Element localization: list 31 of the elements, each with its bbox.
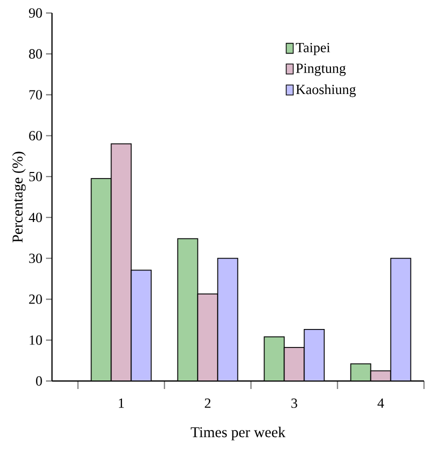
- bar: [350, 363, 372, 381]
- y-tick-label: 50: [29, 172, 42, 182]
- y-tick-label: 70: [29, 90, 42, 100]
- x-axis-title: Times per week: [190, 426, 286, 440]
- legend-label: Taipei: [296, 42, 330, 56]
- bar: [197, 293, 218, 381]
- y-tick-label: 10: [30, 335, 42, 345]
- legend-label: Kaoshiung: [296, 84, 356, 98]
- bar: [217, 258, 238, 381]
- y-tick-label: 20: [29, 294, 42, 304]
- bar: [110, 143, 132, 381]
- y-tick-label: 0: [36, 376, 42, 386]
- x-tick-label: 4: [378, 398, 384, 408]
- bar: [390, 258, 412, 381]
- bar: [130, 270, 152, 381]
- x-tick-label: 3: [291, 398, 298, 408]
- bar: [370, 370, 392, 381]
- y-tick-label: 90: [28, 8, 42, 18]
- y-tick-label: 80: [29, 49, 42, 59]
- x-tick-label: 2: [204, 398, 210, 408]
- bar: [90, 178, 112, 381]
- y-tick-label: 30: [29, 254, 42, 264]
- bar: [264, 336, 285, 381]
- y-axis-title: Percentage (%): [12, 152, 26, 242]
- y-tick-label: 40: [28, 212, 42, 222]
- x-tick-label: 1: [118, 398, 124, 408]
- bar: [284, 347, 305, 381]
- legend-label: Pingtung: [296, 64, 346, 76]
- y-tick-label: 60: [29, 130, 42, 140]
- bar: [304, 329, 325, 381]
- bar: [177, 238, 198, 381]
